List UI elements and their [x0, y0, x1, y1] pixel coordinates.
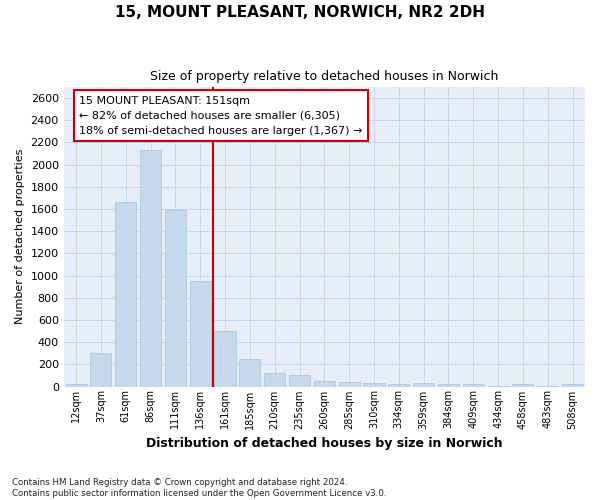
Bar	[65, 384, 86, 386]
Bar	[289, 376, 310, 386]
Bar	[214, 331, 236, 386]
Bar	[165, 210, 186, 386]
Text: Contains HM Land Registry data © Crown copyright and database right 2024.
Contai: Contains HM Land Registry data © Crown c…	[12, 478, 386, 498]
Bar	[364, 382, 385, 386]
Bar	[438, 384, 459, 386]
Bar	[388, 384, 409, 386]
Bar	[562, 384, 583, 386]
Bar	[91, 353, 112, 386]
Title: Size of property relative to detached houses in Norwich: Size of property relative to detached ho…	[150, 70, 499, 83]
Bar	[115, 202, 136, 386]
X-axis label: Distribution of detached houses by size in Norwich: Distribution of detached houses by size …	[146, 437, 503, 450]
Bar	[512, 384, 533, 386]
Bar	[314, 381, 335, 386]
Bar	[413, 383, 434, 386]
Text: 15 MOUNT PLEASANT: 151sqm
← 82% of detached houses are smaller (6,305)
18% of se: 15 MOUNT PLEASANT: 151sqm ← 82% of detac…	[79, 96, 362, 136]
Bar	[140, 150, 161, 386]
Bar	[239, 359, 260, 386]
Bar	[463, 384, 484, 386]
Bar	[190, 280, 211, 386]
Text: 15, MOUNT PLEASANT, NORWICH, NR2 2DH: 15, MOUNT PLEASANT, NORWICH, NR2 2DH	[115, 5, 485, 20]
Y-axis label: Number of detached properties: Number of detached properties	[15, 149, 25, 324]
Bar	[338, 382, 360, 386]
Bar	[264, 373, 285, 386]
